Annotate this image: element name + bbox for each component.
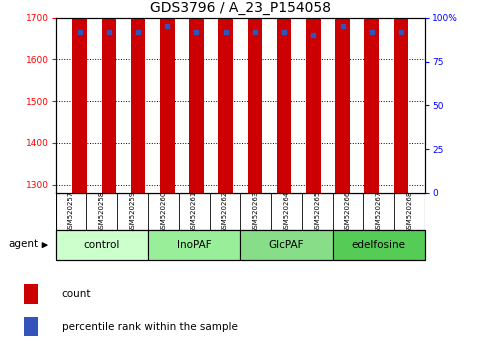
- Point: [105, 29, 113, 35]
- Point: [76, 29, 84, 35]
- Text: GSM520265: GSM520265: [314, 190, 320, 233]
- Bar: [333, 230, 425, 260]
- Bar: [365, 0, 379, 193]
- Point: [339, 24, 346, 29]
- Bar: [248, 0, 262, 193]
- Bar: [131, 0, 145, 193]
- Point: [134, 29, 142, 35]
- Bar: [56, 230, 148, 260]
- Text: GSM520263: GSM520263: [253, 190, 259, 233]
- Text: count: count: [62, 289, 91, 299]
- Bar: [101, 0, 116, 193]
- Text: control: control: [84, 240, 120, 250]
- Text: GSM520259: GSM520259: [129, 190, 136, 233]
- Bar: [160, 0, 174, 193]
- Bar: [189, 0, 204, 193]
- Bar: [218, 0, 233, 193]
- Point: [163, 24, 171, 29]
- Text: GSM520260: GSM520260: [160, 190, 166, 233]
- Bar: [277, 0, 291, 193]
- Point: [397, 29, 405, 35]
- Bar: [24, 284, 38, 304]
- Point: [368, 29, 376, 35]
- Text: GSM520257: GSM520257: [68, 190, 74, 233]
- Bar: [72, 0, 87, 193]
- Bar: [394, 0, 408, 193]
- Point: [310, 32, 317, 38]
- Point: [222, 29, 229, 35]
- Text: GSM520258: GSM520258: [99, 190, 105, 233]
- Text: percentile rank within the sample: percentile rank within the sample: [62, 322, 238, 332]
- Bar: [24, 317, 38, 336]
- Bar: [335, 0, 350, 193]
- Bar: [240, 230, 333, 260]
- Text: InoPAF: InoPAF: [177, 240, 212, 250]
- Text: GSM520267: GSM520267: [376, 190, 382, 233]
- Text: agent: agent: [8, 239, 39, 249]
- Text: GSM520266: GSM520266: [345, 190, 351, 233]
- Title: GDS3796 / A_23_P154058: GDS3796 / A_23_P154058: [150, 1, 331, 15]
- Text: edelfosine: edelfosine: [352, 240, 406, 250]
- Bar: [148, 230, 241, 260]
- Text: GSM520264: GSM520264: [284, 190, 289, 233]
- Point: [193, 29, 200, 35]
- Text: GSM520261: GSM520261: [191, 190, 197, 233]
- Text: GlcPAF: GlcPAF: [269, 240, 304, 250]
- Text: GSM520262: GSM520262: [222, 190, 228, 233]
- Point: [280, 29, 288, 35]
- Point: [251, 29, 259, 35]
- Bar: [306, 0, 321, 193]
- Text: GSM520268: GSM520268: [407, 190, 412, 233]
